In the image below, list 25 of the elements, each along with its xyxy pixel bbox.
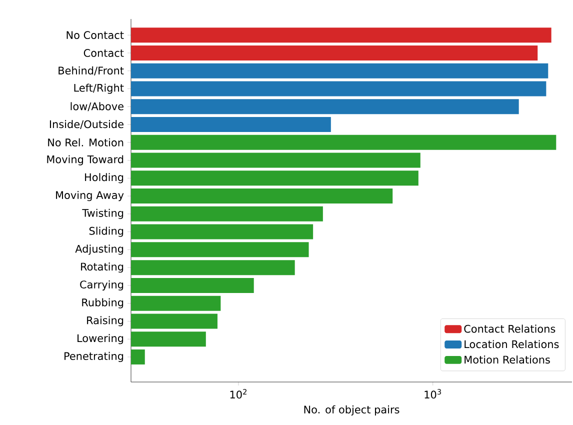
y-tick-label: low/Above [70, 102, 124, 112]
legend-label: Motion Relations [464, 356, 550, 364]
y-tick-label: No Rel. Motion [48, 138, 124, 146]
y-tick-label: Raising [87, 316, 124, 326]
y-tick-label: Contact [84, 49, 124, 57]
x-tick-label: 10$^{3}$ [424, 389, 441, 399]
y-tick-label: Rotating [81, 262, 124, 273]
y-tick-label: Holding [85, 173, 124, 184]
y-tick-label: No Contact [66, 31, 124, 40]
y-tick-label: Twisting [82, 208, 124, 219]
y-tick-label: Rubbing [82, 298, 124, 308]
y-tick-label: Moving Away [56, 190, 124, 202]
legend-label: Contact Relations [464, 324, 556, 333]
y-tick-label: Inside/Outside [50, 120, 124, 129]
y-tick-label: Carrying [80, 280, 124, 290]
x-tick-label: 10$^{2}$ [230, 389, 246, 399]
x-axis-title: No. of object pairs [304, 405, 400, 416]
legend-label: Location Relations [464, 340, 559, 348]
y-tick-label: Sliding [89, 226, 124, 237]
y-tick-label: Adjusting [75, 244, 124, 255]
y-tick-label: Penetrating [64, 352, 124, 362]
y-tick-label: Behind/Front [58, 66, 124, 76]
y-tick-label: Lowering [78, 334, 124, 344]
y-tick-label: Left/Right [74, 84, 124, 94]
y-tick-label: Moving Toward [47, 155, 124, 166]
